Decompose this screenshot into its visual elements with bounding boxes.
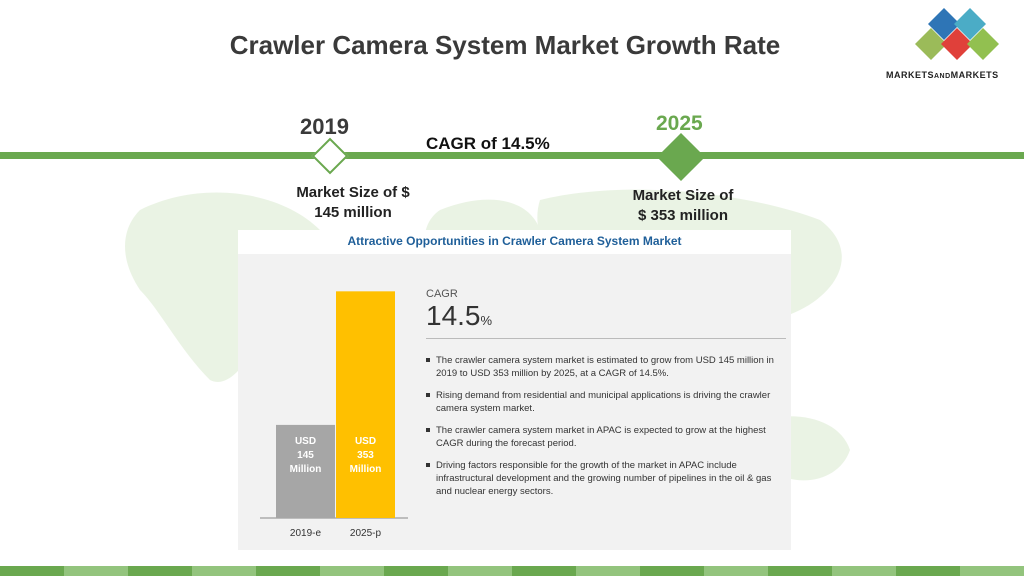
footer-stripe bbox=[0, 566, 1024, 576]
key-point: The crawler camera system market in APAC… bbox=[426, 424, 776, 450]
end-year: 2025 bbox=[656, 112, 703, 135]
panel-header bbox=[238, 230, 791, 254]
markets-and-markets-logo bbox=[915, 8, 999, 60]
panel-title: Attractive Opportunities in Crawler Came… bbox=[347, 234, 682, 248]
bar-value-label: Million bbox=[350, 464, 382, 475]
opportunities-panel: Attractive Opportunities in Crawler Came… bbox=[238, 230, 791, 550]
category-label: 2025-p bbox=[350, 528, 382, 539]
cagr-value: 14.5% bbox=[426, 300, 493, 331]
panel-divider bbox=[426, 338, 786, 339]
end-market-size: Market Size of $ 353 million bbox=[632, 187, 734, 224]
start-market-size: Market Size of $ 145 million bbox=[296, 184, 410, 221]
bar-value-label: 145 bbox=[297, 450, 314, 461]
start-year: 2019 bbox=[300, 114, 349, 139]
bar-value-label: Million bbox=[290, 464, 322, 475]
cagr-label: CAGR bbox=[426, 288, 458, 300]
bar-value-label: 353 bbox=[357, 450, 374, 461]
cagr-headline: CAGR of 14.5% bbox=[426, 134, 550, 153]
category-label: 2019-e bbox=[290, 528, 322, 539]
timeline-bar bbox=[0, 152, 1024, 159]
bar-2019-e bbox=[276, 424, 335, 518]
key-point: Rising demand from residential and munic… bbox=[426, 389, 776, 415]
market-size-bar-chart: USD 145 Million 2019-e USD 353 Million 2025-p bbox=[260, 291, 408, 539]
bar-2025-p bbox=[336, 291, 395, 518]
bar-value-label: USD bbox=[295, 436, 316, 447]
key-point: Driving factors responsible for the grow… bbox=[426, 459, 776, 498]
page-title: Crawler Camera System Market Growth Rate bbox=[229, 30, 781, 60]
key-point: The crawler camera system market is esti… bbox=[426, 354, 776, 380]
logo-wordmark: MARKETSANDMARKETS bbox=[886, 70, 999, 80]
key-points-list: The crawler camera system market is esti… bbox=[426, 354, 776, 507]
bar-value-label: USD bbox=[355, 436, 376, 447]
